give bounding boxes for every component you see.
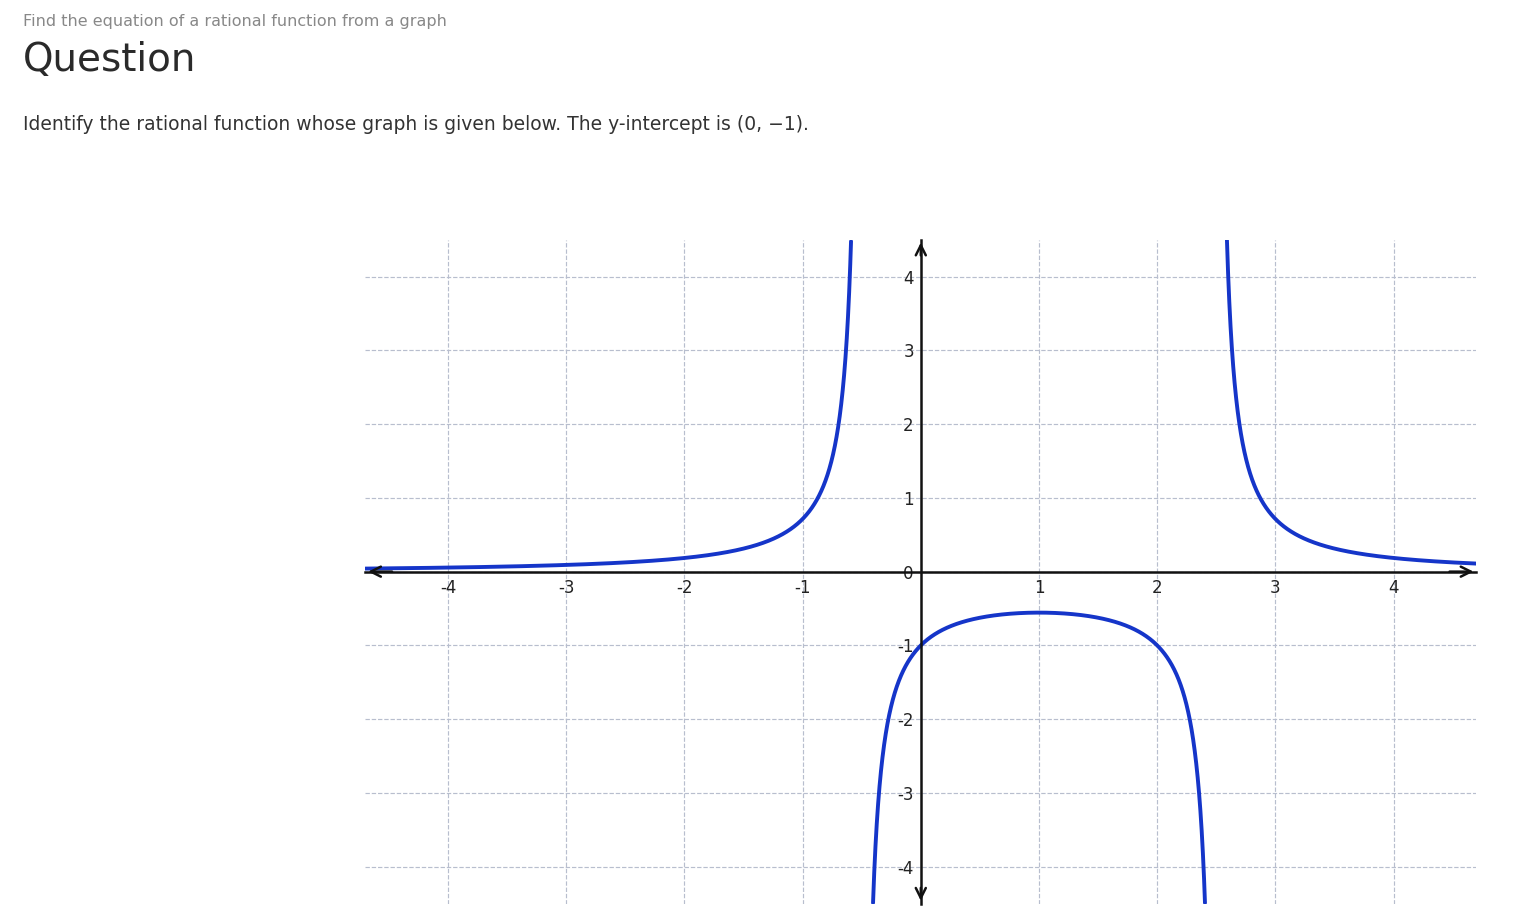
Text: Find the equation of a rational function from a graph: Find the equation of a rational function… (23, 14, 446, 29)
Text: Identify the rational function whose graph is given below. The y-intercept is (0: Identify the rational function whose gra… (23, 115, 808, 135)
Text: Question: Question (23, 41, 196, 79)
